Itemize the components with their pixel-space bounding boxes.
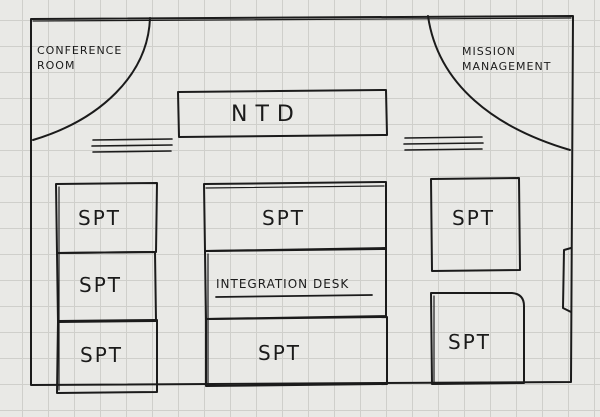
center-station-bottom <box>205 316 388 387</box>
hatch-left <box>91 138 173 153</box>
integration-desk-underline <box>215 294 373 298</box>
spt-label-right-bottom: SPT <box>448 330 491 354</box>
spt-label-center-top: SPT <box>262 206 305 230</box>
mission-management-line1: Mission <box>462 45 516 58</box>
right-station-bottom <box>430 292 525 385</box>
integration-desk-label: Integration Desk <box>216 277 350 291</box>
room-outline <box>30 15 574 386</box>
left-station-bottom <box>56 319 158 394</box>
mission-management-line2: Management <box>462 60 552 73</box>
conference-room-label: Conference Room <box>37 43 122 73</box>
hatch-right <box>403 136 484 151</box>
integration-desk-box <box>204 247 387 320</box>
spt-label-center-bottom: SPT <box>258 341 301 365</box>
conference-room-line1: Conference <box>37 44 123 57</box>
mission-management-arc <box>427 15 571 151</box>
spt-label-left-mid: SPT <box>79 273 122 297</box>
conference-room-arc <box>32 17 151 141</box>
spt-label-left-top: SPT <box>78 206 121 230</box>
mission-management-label: Mission Management <box>462 44 551 74</box>
spt-label-right-top: SPT <box>452 206 495 230</box>
right-station-top <box>430 177 521 272</box>
spt-label-left-bottom: SPT <box>80 343 123 367</box>
ntd-label: NTD <box>231 102 302 127</box>
door-mark <box>562 247 572 313</box>
ntd-box <box>177 89 388 138</box>
conference-room-line2: Room <box>37 59 76 72</box>
